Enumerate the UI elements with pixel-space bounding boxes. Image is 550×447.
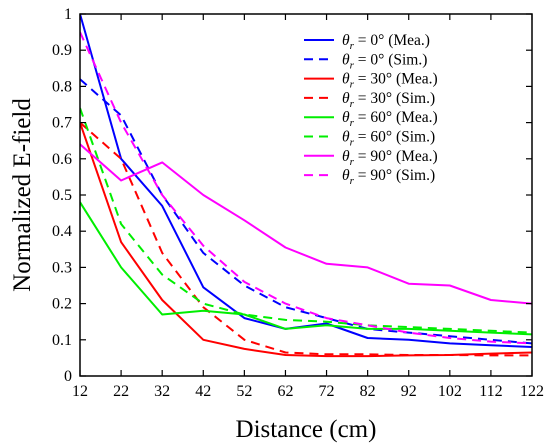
legend-label-sub: r [350, 156, 355, 168]
series-line-1 [80, 78, 532, 345]
x-tick-label: 62 [277, 383, 293, 400]
y-tick-label: 0.2 [52, 296, 72, 313]
series-line-7 [80, 31, 532, 345]
legend-label-theta: θ [342, 51, 350, 68]
y-tick-label: 0.7 [52, 115, 72, 132]
axis-ticks [79, 13, 533, 377]
y-tick-label: 0.5 [52, 187, 72, 204]
x-tick-label: 102 [438, 383, 462, 400]
legend-label: θr = 0° (Mea.) [342, 32, 430, 52]
legend-label-sub: r [350, 79, 355, 91]
legend-label-sub: r [350, 117, 355, 129]
series-line-4 [80, 201, 532, 336]
x-tick-label: 72 [319, 383, 335, 400]
legend-label-theta: θ [342, 32, 350, 49]
x-tick-label: 82 [360, 383, 376, 400]
y-tick-label: 0 [64, 368, 72, 385]
legend-item: θr = 30° (Sim.) [304, 90, 435, 110]
series-line-6 [80, 143, 532, 305]
x-tick-labels: 12 22 32 42 52 62 72 82 92 102 112 122 [72, 383, 544, 400]
legend-item: θr = 30° (Mea.) [304, 71, 438, 91]
legend-label-rest: = 90° (Sim.) [354, 167, 435, 184]
legend-item: θr = 60° (Sim.) [304, 129, 435, 149]
y-tick-label: 0.4 [52, 223, 72, 240]
legend-label-sub: r [350, 137, 355, 149]
legend-item: θr = 90° (Mea.) [304, 148, 438, 168]
x-tick-label: 112 [479, 383, 502, 400]
x-tick-label: 122 [520, 383, 544, 400]
y-tick-label: 0.3 [52, 259, 72, 276]
legend-label-theta: θ [342, 148, 350, 165]
plot-lines [80, 14, 532, 358]
legend-label: θr = 90° (Sim.) [342, 167, 435, 187]
legend-label: θr = 60° (Sim.) [342, 129, 435, 149]
x-tick-label: 52 [236, 383, 252, 400]
legend-label: θr = 90° (Mea.) [342, 148, 438, 168]
legend-item: θr = 0° (Mea.) [304, 32, 430, 52]
legend-item: θr = 60° (Mea.) [304, 109, 438, 129]
x-tick-label: 42 [195, 383, 211, 400]
legend-label-theta: θ [342, 90, 350, 107]
x-tick-label: 32 [154, 383, 170, 400]
legend-label-sub: r [350, 98, 355, 110]
x-tick-label: 12 [72, 383, 88, 400]
legend-item: θr = 0° (Sim.) [304, 51, 427, 71]
legend-label-theta: θ [342, 129, 350, 146]
legend-label-sub: r [350, 175, 355, 187]
y-tick-labels: 0 0.1 0.2 0.3 0.4 0.5 0.6 0.7 0.8 0.9 1 [52, 6, 72, 385]
y-tick-label: 0.8 [52, 78, 72, 95]
legend-item: θr = 90° (Sim.) [304, 167, 435, 187]
legend-label-rest: = 0° (Sim.) [354, 51, 428, 68]
x-tick-label: 22 [113, 383, 129, 400]
y-tick-label: 0.6 [52, 151, 72, 168]
y-tick-label: 0.1 [52, 332, 72, 349]
legend-label-rest: = 30° (Sim.) [354, 90, 435, 107]
legend-label: θr = 0° (Sim.) [342, 51, 427, 71]
legend-label-rest: = 90° (Mea.) [354, 148, 438, 165]
legend-label: θr = 30° (Sim.) [342, 90, 435, 110]
legend-label-theta: θ [342, 71, 350, 88]
plot-frame [79, 13, 533, 377]
legend-label: θr = 30° (Mea.) [342, 71, 438, 91]
y-tick-label: 1 [64, 6, 72, 23]
legend-label-rest: = 60° (Mea.) [354, 109, 438, 126]
legend-label-rest: = 60° (Sim.) [354, 129, 435, 146]
series-line-2 [80, 122, 532, 358]
legend-label-rest: = 0° (Mea.) [354, 32, 430, 49]
legend-label-theta: θ [342, 167, 350, 184]
y-tick-label: 0.9 [52, 42, 72, 59]
legend: θr = 0° (Mea.)θr = 0° (Sim.)θr = 30° (Me… [304, 32, 438, 187]
legend-label-sub: r [350, 40, 355, 52]
x-tick-label: 92 [401, 383, 417, 400]
legend-label-rest: = 30° (Mea.) [354, 71, 438, 88]
y-axis-title: Normalized E-field [9, 98, 36, 292]
x-axis-title: Distance (cm) [236, 416, 377, 443]
legend-label-theta: θ [342, 109, 350, 126]
legend-label: θr = 60° (Mea.) [342, 109, 438, 129]
series-line-3 [80, 121, 532, 357]
legend-label-sub: r [350, 59, 355, 71]
